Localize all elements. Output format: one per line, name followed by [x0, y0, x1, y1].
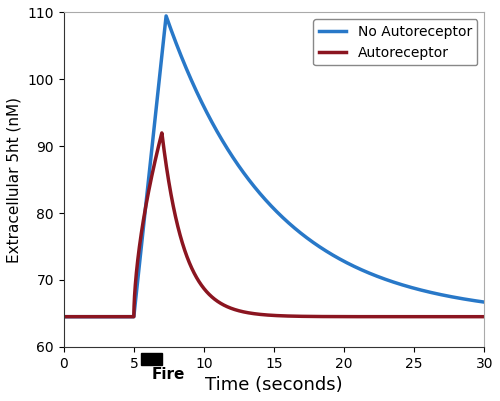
- No Autoreceptor: [222, 142, 228, 146]
- Text: Fire: Fire: [152, 367, 184, 382]
- Bar: [141, 353, 162, 365]
- Line: Autoreceptor: Autoreceptor: [64, 133, 484, 317]
- Autoreceptor: [313, 314, 319, 319]
- No Autoreceptor: [137, 255, 143, 260]
- X-axis label: Time (seconds): Time (seconds): [205, 376, 343, 394]
- Autoreceptor: [60, 314, 66, 319]
- Autoreceptor: [482, 314, 488, 319]
- No Autoreceptor: [313, 242, 319, 247]
- Autoreceptor: [374, 314, 380, 319]
- Autoreceptor: [222, 303, 228, 308]
- No Autoreceptor: [374, 274, 380, 279]
- No Autoreceptor: [163, 14, 169, 18]
- No Autoreceptor: [60, 314, 66, 319]
- Autoreceptor: [137, 239, 143, 244]
- Line: No Autoreceptor: No Autoreceptor: [64, 16, 484, 317]
- No Autoreceptor: [334, 255, 340, 260]
- Autoreceptor: [159, 131, 165, 136]
- No Autoreceptor: [482, 300, 488, 304]
- Legend: No Autoreceptor, Autoreceptor: No Autoreceptor, Autoreceptor: [313, 19, 478, 65]
- Autoreceptor: [406, 314, 412, 319]
- Y-axis label: Extracellular 5ht (nM): Extracellular 5ht (nM): [7, 97, 22, 263]
- No Autoreceptor: [406, 285, 412, 290]
- Autoreceptor: [334, 314, 340, 319]
